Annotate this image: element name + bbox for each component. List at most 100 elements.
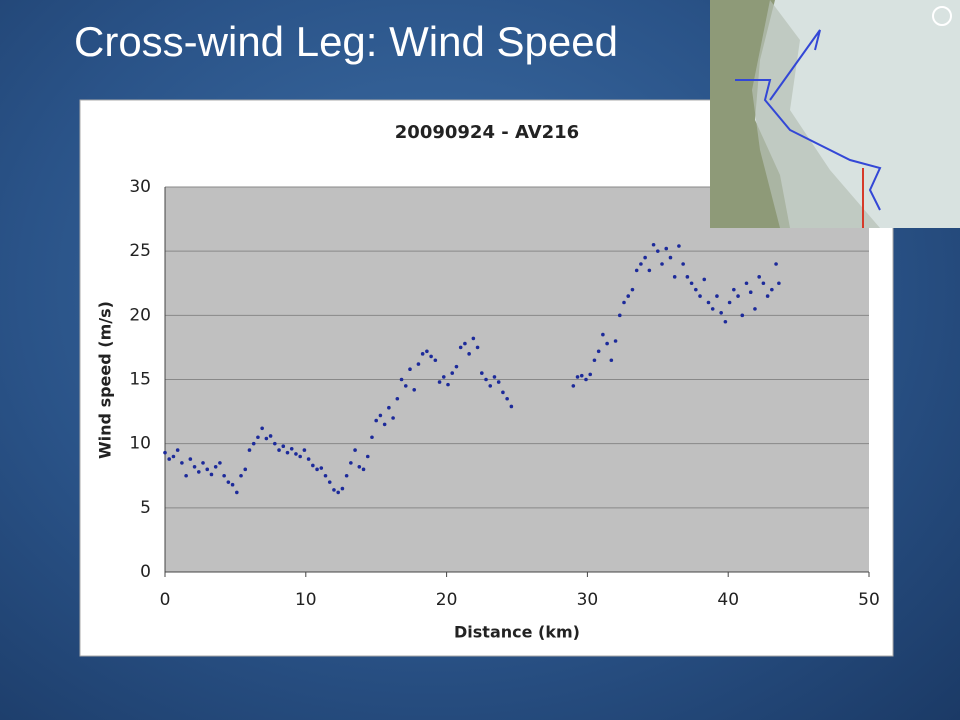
point bbox=[243, 467, 248, 472]
point bbox=[349, 461, 353, 465]
point bbox=[260, 426, 264, 431]
chart-title: 20090924 - AV216 bbox=[395, 122, 579, 143]
point bbox=[344, 473, 349, 478]
point bbox=[748, 290, 753, 295]
point bbox=[774, 262, 778, 266]
point bbox=[264, 436, 269, 441]
point bbox=[643, 255, 647, 260]
point bbox=[685, 275, 690, 279]
point bbox=[336, 490, 340, 495]
point bbox=[357, 464, 362, 469]
point bbox=[702, 277, 707, 282]
point bbox=[201, 461, 205, 465]
point bbox=[571, 384, 576, 388]
point bbox=[660, 262, 664, 266]
point bbox=[196, 470, 201, 474]
point bbox=[425, 349, 429, 354]
x-tick-label: 0 bbox=[160, 590, 171, 610]
point bbox=[403, 384, 408, 388]
point bbox=[588, 372, 593, 377]
point bbox=[634, 268, 639, 273]
point bbox=[677, 244, 681, 248]
point bbox=[467, 352, 471, 356]
y-tick-label: 30 bbox=[129, 177, 151, 197]
point bbox=[311, 463, 315, 468]
x-tick-label: 50 bbox=[858, 590, 880, 610]
point bbox=[192, 464, 197, 469]
point bbox=[387, 405, 391, 410]
point bbox=[639, 262, 643, 266]
point bbox=[306, 457, 311, 461]
point bbox=[446, 382, 450, 387]
point bbox=[218, 461, 222, 465]
point bbox=[273, 441, 277, 446]
point bbox=[437, 380, 442, 384]
point bbox=[727, 300, 732, 305]
point bbox=[222, 473, 226, 478]
point bbox=[651, 242, 656, 247]
point bbox=[579, 373, 584, 378]
point bbox=[501, 390, 505, 395]
point bbox=[584, 377, 588, 382]
point bbox=[298, 454, 302, 459]
point bbox=[592, 358, 597, 363]
point bbox=[408, 367, 412, 372]
point bbox=[450, 371, 455, 375]
point bbox=[463, 341, 467, 346]
map-inset bbox=[710, 0, 960, 228]
y-tick-label: 10 bbox=[129, 434, 151, 454]
point bbox=[340, 486, 345, 491]
point bbox=[664, 246, 669, 251]
slide-title: Cross-wind Leg: Wind Speed bbox=[74, 18, 618, 65]
point bbox=[167, 457, 172, 461]
point bbox=[488, 384, 493, 388]
x-tick-label: 20 bbox=[436, 590, 458, 610]
point bbox=[706, 300, 711, 305]
map-track bbox=[735, 79, 882, 211]
point bbox=[180, 461, 184, 465]
point bbox=[694, 287, 698, 292]
point bbox=[315, 467, 319, 472]
point bbox=[656, 249, 660, 253]
point bbox=[765, 294, 770, 298]
point bbox=[294, 452, 298, 456]
point bbox=[736, 294, 740, 298]
point bbox=[163, 450, 167, 455]
point bbox=[681, 262, 685, 266]
point bbox=[251, 441, 256, 446]
y-tick-label: 25 bbox=[129, 241, 151, 261]
point bbox=[617, 313, 622, 318]
point bbox=[226, 480, 231, 484]
point bbox=[433, 358, 438, 363]
point bbox=[327, 480, 332, 484]
point bbox=[230, 482, 235, 487]
point bbox=[596, 349, 601, 354]
point bbox=[188, 457, 193, 461]
point bbox=[235, 490, 239, 495]
point bbox=[256, 435, 260, 440]
point bbox=[370, 435, 374, 440]
point bbox=[710, 307, 715, 311]
point bbox=[416, 362, 421, 366]
point bbox=[601, 332, 605, 337]
point bbox=[353, 448, 357, 452]
point bbox=[441, 375, 446, 379]
point bbox=[471, 336, 476, 341]
x-tick-label: 10 bbox=[295, 590, 317, 610]
point bbox=[630, 287, 635, 292]
point bbox=[744, 281, 749, 286]
point bbox=[175, 448, 180, 452]
point bbox=[247, 448, 252, 452]
point bbox=[732, 287, 736, 292]
point bbox=[391, 416, 395, 420]
point bbox=[420, 352, 425, 356]
point bbox=[285, 450, 290, 455]
point bbox=[605, 341, 609, 346]
point bbox=[458, 345, 463, 350]
point bbox=[689, 281, 694, 286]
x-tick-label: 30 bbox=[577, 590, 599, 610]
point bbox=[609, 358, 614, 363]
point bbox=[719, 310, 723, 315]
point bbox=[496, 380, 501, 384]
